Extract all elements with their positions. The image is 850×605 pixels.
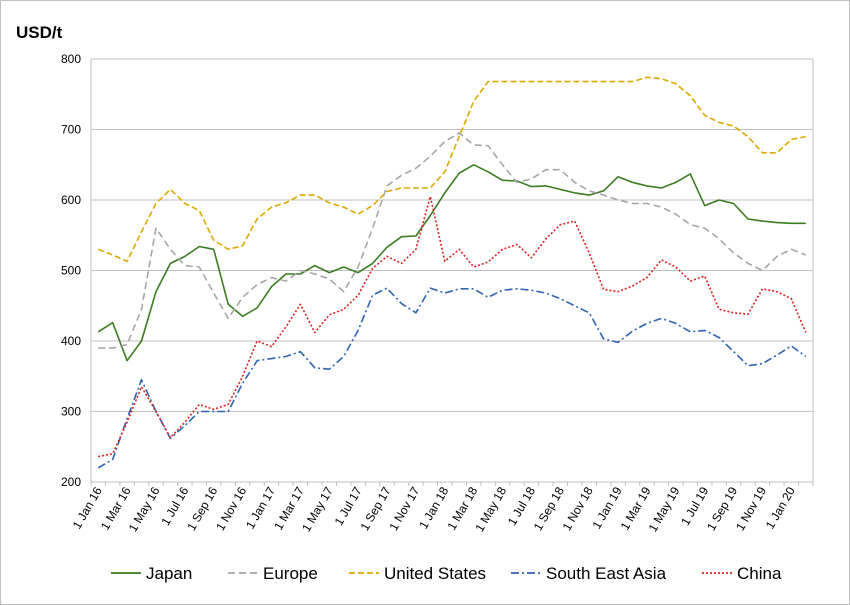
legend-label: Japan	[146, 564, 192, 583]
series-line-china	[98, 195, 807, 458]
y-axis-label: USD/t	[16, 23, 63, 42]
legend-label: South East Asia	[546, 564, 667, 583]
legend-label: China	[737, 564, 782, 583]
legend-label: United States	[384, 564, 486, 583]
y-tick-label: 700	[61, 123, 81, 137]
y-axis-ticks: 200 300 400 500 600 700 800	[61, 52, 81, 489]
series-line-japan	[97, 164, 806, 362]
y-tick-label: 300	[61, 405, 81, 419]
series-line-europe	[98, 132, 807, 349]
gridlines	[91, 58, 813, 483]
y-tick-label: 800	[61, 52, 81, 66]
legend: Japan Europe United States South East Asia C…	[111, 564, 782, 583]
series-lines	[97, 76, 807, 469]
y-tick-label: 600	[61, 193, 81, 207]
y-tick-label: 500	[61, 264, 81, 278]
y-tick-label: 200	[61, 475, 81, 489]
y-tick-label: 400	[61, 334, 81, 348]
x-axis: 1 Jan 161 Mar 161 May 161 Jul 161 Sep 16…	[70, 59, 814, 534]
series-line-united-states	[97, 76, 806, 263]
series-line-south-east-asia	[97, 287, 807, 469]
legend-label: Europe	[263, 564, 318, 583]
